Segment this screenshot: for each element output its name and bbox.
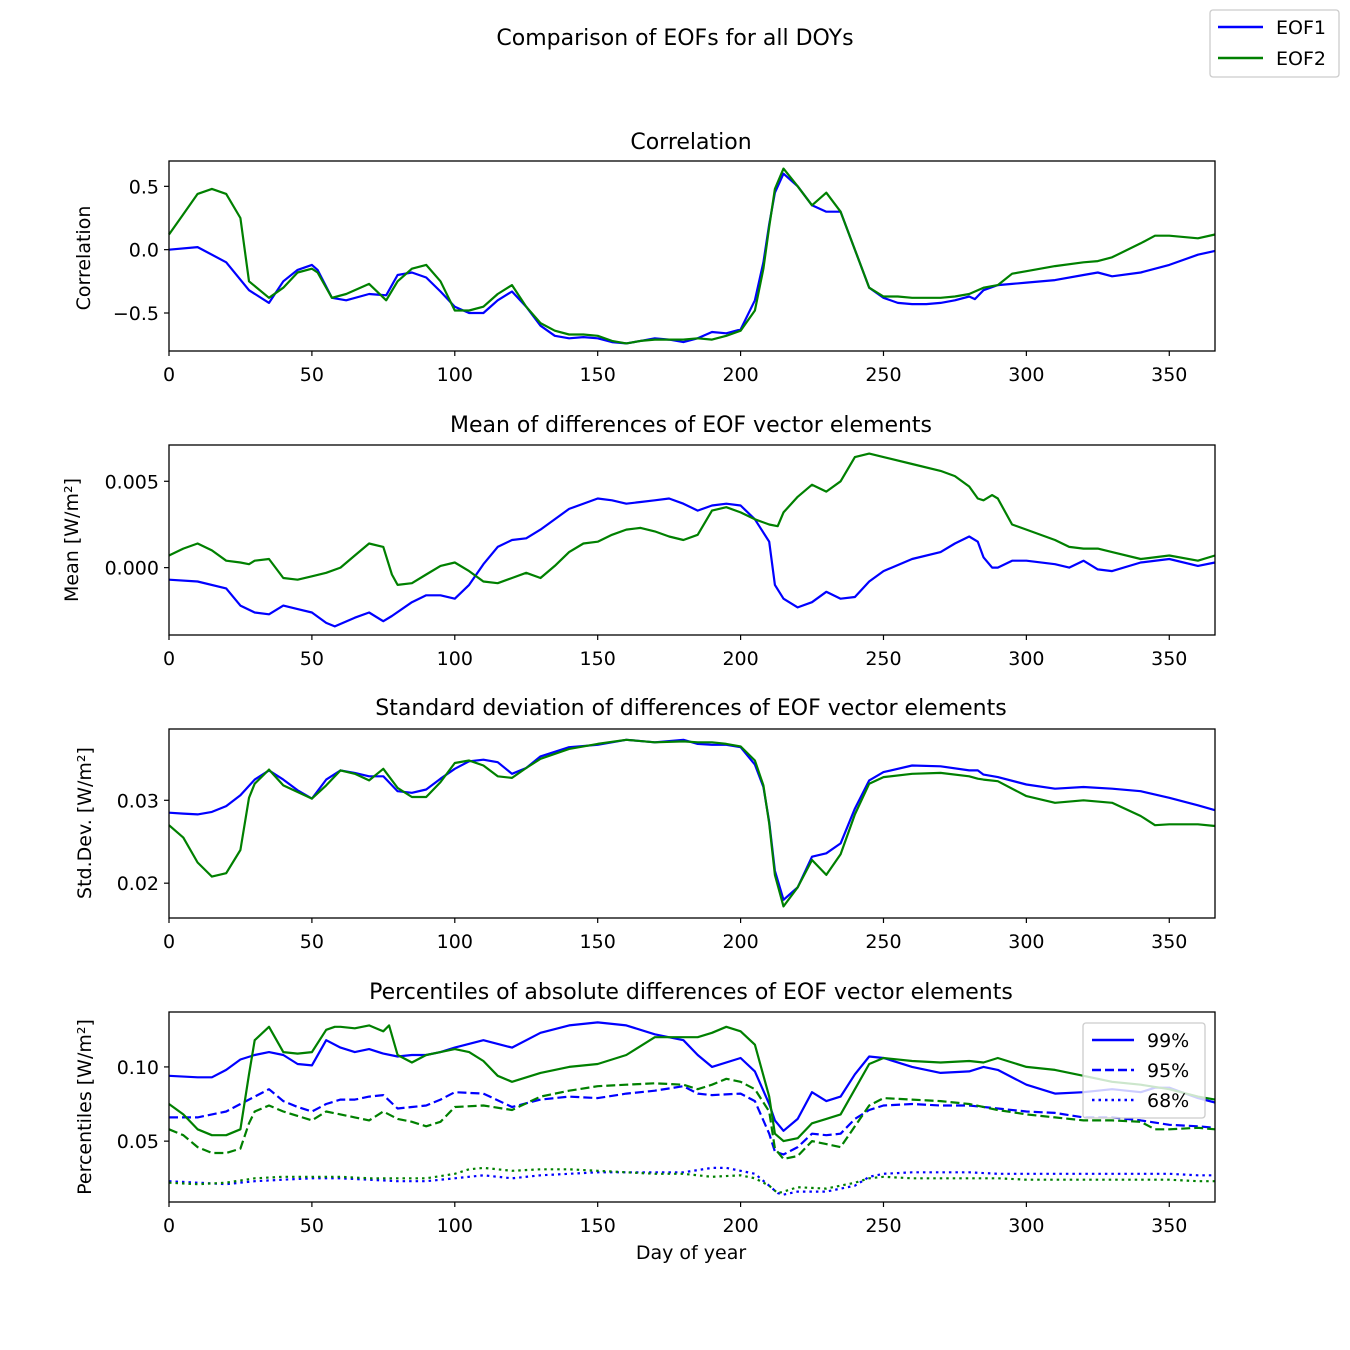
x-tick-label: 300 — [1008, 364, 1044, 386]
y-ticks: 0.005 0.000 — [105, 471, 169, 580]
panel-percentiles: Percentiles of absolute differences of E… — [74, 980, 1216, 1264]
figure-title: Comparison of EOFs for all DOYs — [496, 26, 853, 51]
x-tick-label: 50 — [300, 364, 324, 386]
series-line — [168, 1166, 1215, 1196]
x-ticks: 0 50 100 150 200 250 300 350 — [163, 635, 1187, 670]
percentile-legend: 99% 95% 68% — [1082, 1022, 1206, 1119]
x-tick-label: 0 — [163, 1215, 175, 1237]
x-tick-label: 150 — [580, 648, 616, 670]
x-tick-label: 50 — [300, 1215, 324, 1237]
data-lines — [168, 167, 1216, 345]
x-tick-label: 0 — [163, 648, 175, 670]
series-line — [168, 1021, 1216, 1132]
legend-label-95: 95% — [1147, 1060, 1189, 1082]
x-tick-label: 200 — [722, 648, 758, 670]
series-line — [168, 167, 1216, 345]
panel-title: Standard deviation of differences of EOF… — [375, 696, 1006, 721]
y-tick-label: −0.5 — [113, 303, 159, 325]
axes-frame — [168, 1011, 1216, 1203]
y-tick-label: 0.05 — [117, 1131, 159, 1153]
x-tick-label: 150 — [580, 1215, 616, 1237]
axes-frame — [168, 160, 1216, 352]
axes-frame — [168, 444, 1216, 636]
x-tick-label: 50 — [300, 648, 324, 670]
x-tick-label: 200 — [722, 364, 758, 386]
x-tick-label: 300 — [1008, 1215, 1044, 1237]
panel-title: Mean of differences of EOF vector elemen… — [450, 413, 932, 438]
y-ticks: 0.10 0.05 — [117, 1057, 169, 1153]
x-tick-label: 200 — [722, 931, 758, 953]
y-axis-label: Percentiles [W/m²] — [74, 1019, 96, 1195]
panel-mean: Mean of differences of EOF vector elemen… — [61, 413, 1216, 670]
x-tick-label: 250 — [865, 648, 901, 670]
y-tick-label: 0.0 — [129, 240, 159, 262]
x-tick-label: 100 — [437, 931, 473, 953]
x-tick-label: 0 — [163, 364, 175, 386]
x-tick-label: 350 — [1151, 1215, 1187, 1237]
x-tick-label: 250 — [865, 931, 901, 953]
x-tick-label: 350 — [1151, 364, 1187, 386]
x-axis-label: Day of year — [636, 1242, 746, 1264]
x-ticks: 0 50 100 150 200 250 300 350 — [163, 351, 1187, 386]
y-tick-label: 0.02 — [117, 873, 159, 895]
legend-label-eof1: EOF1 — [1276, 17, 1326, 39]
y-axis-label: Std.Dev. [W/m²] — [74, 747, 96, 899]
data-lines — [168, 452, 1216, 628]
x-tick-label: 300 — [1008, 648, 1044, 670]
y-axis-label: Correlation — [73, 206, 95, 311]
legend-label-eof2: EOF2 — [1276, 48, 1326, 70]
x-tick-label: 350 — [1151, 648, 1187, 670]
data-lines — [168, 1021, 1216, 1196]
x-ticks: 0 50 100 150 200 250 300 350 — [163, 1202, 1187, 1237]
y-tick-label: 0.10 — [117, 1057, 159, 1079]
x-tick-label: 250 — [865, 1215, 901, 1237]
axes-frame — [168, 728, 1216, 919]
series-line — [168, 1024, 1216, 1143]
x-ticks: 0 50 100 150 200 250 300 350 — [163, 918, 1187, 953]
y-tick-label: 0.000 — [105, 558, 159, 580]
panel-title: Percentiles of absolute differences of E… — [369, 980, 1013, 1005]
x-tick-label: 150 — [580, 364, 616, 386]
legend-label-99: 99% — [1147, 1030, 1189, 1052]
x-tick-label: 0 — [163, 931, 175, 953]
legend-label-68: 68% — [1147, 1090, 1189, 1112]
x-tick-label: 100 — [437, 364, 473, 386]
figure-legend: EOF1 EOF2 — [1209, 9, 1340, 78]
series-line — [168, 738, 1216, 908]
y-ticks: 0.5 0.0 −0.5 — [113, 176, 169, 325]
x-tick-label: 100 — [437, 648, 473, 670]
series-line — [168, 1077, 1216, 1161]
y-tick-label: 0.5 — [129, 176, 159, 198]
panel-stddev: Standard deviation of differences of EOF… — [74, 696, 1216, 953]
data-lines — [168, 738, 1216, 908]
x-tick-label: 200 — [722, 1215, 758, 1237]
x-tick-label: 100 — [437, 1215, 473, 1237]
panel-correlation: Correlation Correlation 0 50 100 150 200 250 3… — [73, 130, 1216, 386]
y-ticks: 0.03 0.02 — [117, 790, 169, 895]
x-tick-label: 50 — [300, 931, 324, 953]
y-tick-label: 0.005 — [105, 471, 159, 493]
panel-title: Correlation — [630, 130, 751, 155]
series-line — [168, 1166, 1215, 1195]
x-tick-label: 150 — [580, 931, 616, 953]
x-tick-label: 350 — [1151, 931, 1187, 953]
y-axis-label: Mean [W/m²] — [61, 478, 83, 602]
y-tick-label: 0.03 — [117, 790, 159, 812]
series-line — [168, 452, 1216, 587]
series-line — [168, 497, 1216, 628]
x-tick-label: 250 — [865, 364, 901, 386]
percentile-legend-frame — [1082, 1022, 1206, 1119]
x-tick-label: 300 — [1008, 931, 1044, 953]
